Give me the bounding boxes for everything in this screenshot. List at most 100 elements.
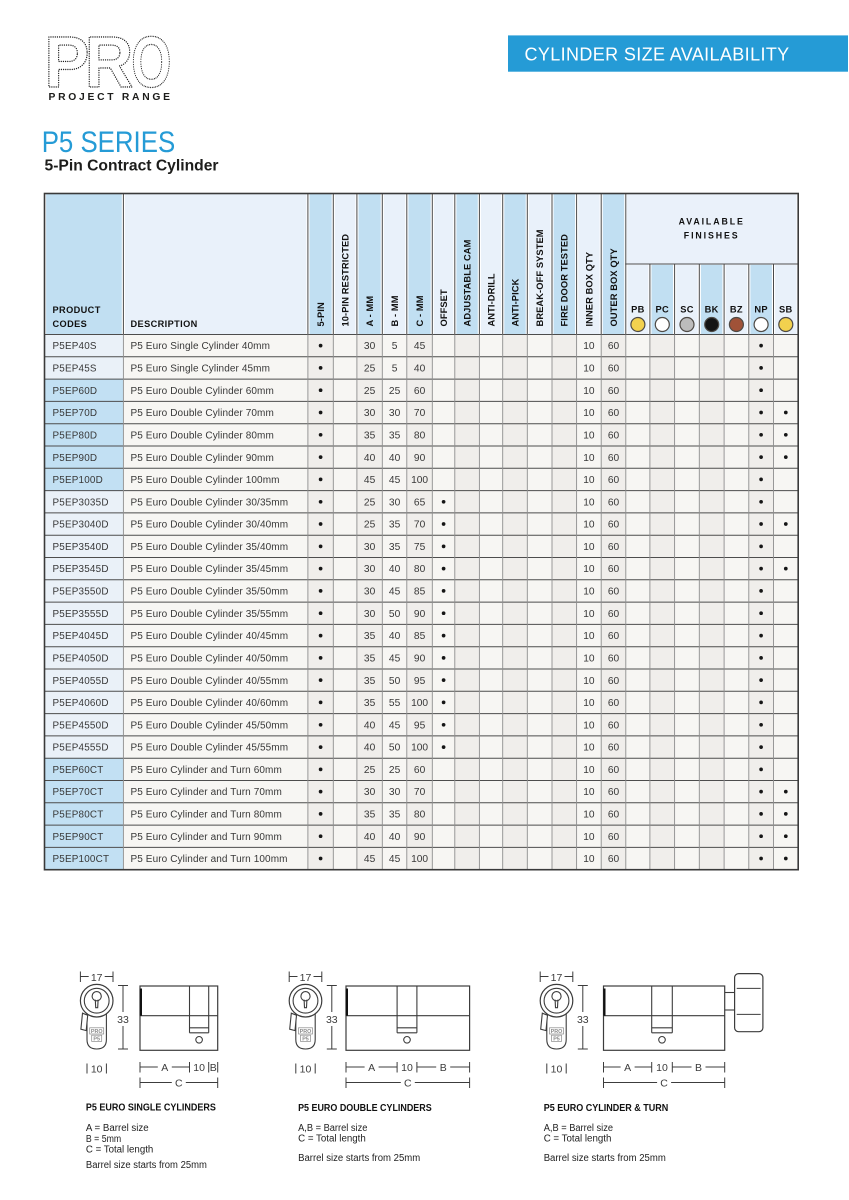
svg-text:60: 60 — [608, 587, 620, 598]
svg-text:45: 45 — [414, 341, 426, 352]
svg-text:55: 55 — [389, 698, 401, 709]
svg-text:P5EP60CT: P5EP60CT — [53, 765, 104, 776]
svg-text:B: B — [210, 1062, 217, 1074]
svg-text:P5EP4050D: P5EP4050D — [53, 654, 109, 665]
svg-text:5: 5 — [392, 341, 398, 352]
svg-text:P5EP100D: P5EP100D — [53, 475, 103, 486]
svg-text:P5EP4060D: P5EP4060D — [53, 698, 109, 709]
svg-text:70: 70 — [414, 520, 426, 531]
svg-text:60: 60 — [608, 386, 620, 397]
svg-text:P5EP70CT: P5EP70CT — [53, 787, 104, 798]
svg-text:5-PIN: 5-PIN — [316, 302, 326, 326]
svg-text:P5EP3040D: P5EP3040D — [53, 520, 109, 531]
svg-text:40: 40 — [364, 453, 376, 464]
svg-text:P5 Euro Single Cylinder 45mm: P5 Euro Single Cylinder 45mm — [131, 364, 271, 375]
svg-text:25: 25 — [364, 497, 376, 508]
svg-text:30: 30 — [389, 787, 401, 798]
svg-text:85: 85 — [414, 587, 426, 598]
svg-text:30: 30 — [364, 564, 376, 575]
svg-text:SC: SC — [680, 305, 694, 315]
svg-text:PRO: PRO — [551, 1029, 563, 1035]
svg-text:17: 17 — [91, 972, 103, 984]
svg-text:5-Pin Contract Cylinder: 5-Pin Contract Cylinder — [45, 157, 219, 174]
svg-text:35: 35 — [364, 430, 376, 441]
svg-text:10: 10 — [401, 1062, 413, 1074]
svg-text:Barrel size starts from 25mm: Barrel size starts from 25mm — [86, 1160, 207, 1171]
svg-text:17: 17 — [551, 972, 563, 984]
svg-text:10: 10 — [583, 787, 595, 798]
svg-text:B - MM: B - MM — [390, 295, 400, 326]
svg-text:10: 10 — [551, 1063, 563, 1075]
svg-text:35: 35 — [389, 810, 401, 821]
svg-text:P5 Euro Double Cylinder 35/55m: P5 Euro Double Cylinder 35/55mm — [131, 609, 289, 620]
svg-text:10: 10 — [583, 364, 595, 375]
svg-text:25: 25 — [364, 386, 376, 397]
svg-text:10: 10 — [583, 676, 595, 687]
svg-text:C = Total length: C = Total length — [298, 1134, 366, 1145]
svg-text:BREAK-OFF SYSTEM: BREAK-OFF SYSTEM — [535, 229, 545, 326]
svg-text:35: 35 — [364, 810, 376, 821]
svg-text:P5 Euro Double Cylinder 40/55m: P5 Euro Double Cylinder 40/55mm — [131, 676, 289, 687]
svg-text:85: 85 — [414, 631, 426, 642]
svg-text:SB: SB — [779, 305, 793, 315]
svg-text:25: 25 — [364, 765, 376, 776]
svg-text:10: 10 — [583, 765, 595, 776]
svg-text:60: 60 — [608, 720, 620, 731]
svg-text:P5 Euro Double Cylinder 45/55m: P5 Euro Double Cylinder 45/55mm — [131, 743, 289, 754]
svg-text:ANTI-PICK: ANTI-PICK — [510, 278, 520, 326]
svg-text:70: 70 — [414, 408, 426, 419]
svg-text:10: 10 — [583, 564, 595, 575]
svg-text:P: P — [44, 22, 89, 103]
svg-text:30: 30 — [364, 609, 376, 620]
svg-text:100: 100 — [411, 698, 428, 709]
svg-text:10: 10 — [583, 743, 595, 754]
svg-text:60: 60 — [608, 453, 620, 464]
svg-text:P5 Euro Cylinder and Turn 60mm: P5 Euro Cylinder and Turn 60mm — [131, 765, 282, 776]
svg-text:30: 30 — [364, 341, 376, 352]
svg-text:50: 50 — [389, 609, 401, 620]
svg-text:P5EP3545D: P5EP3545D — [53, 564, 109, 575]
svg-text:10: 10 — [583, 810, 595, 821]
svg-text:C = Total length: C = Total length — [544, 1134, 612, 1145]
svg-text:30: 30 — [364, 542, 376, 553]
svg-text:60: 60 — [608, 654, 620, 665]
svg-text:P5 Euro Double Cylinder 30/35m: P5 Euro Double Cylinder 30/35mm — [131, 497, 289, 508]
svg-text:60: 60 — [608, 408, 620, 419]
svg-text:P5 Euro Double Cylinder 45/50m: P5 Euro Double Cylinder 45/50mm — [131, 720, 289, 731]
svg-text:50: 50 — [389, 676, 401, 687]
svg-text:60: 60 — [608, 631, 620, 642]
svg-text:90: 90 — [414, 654, 426, 665]
svg-text:A: A — [368, 1062, 375, 1074]
svg-text:PROJECT RANGE: PROJECT RANGE — [49, 92, 171, 103]
svg-text:ADJUSTABLE CAM: ADJUSTABLE CAM — [463, 239, 473, 326]
svg-text:P5EP3540D: P5EP3540D — [53, 542, 109, 553]
svg-text:100: 100 — [411, 854, 428, 865]
svg-text:P5 Euro Double Cylinder 90mm: P5 Euro Double Cylinder 90mm — [131, 453, 274, 464]
svg-text:30: 30 — [389, 408, 401, 419]
svg-text:45: 45 — [389, 720, 401, 731]
svg-text:60: 60 — [608, 832, 620, 843]
svg-text:C: C — [404, 1078, 412, 1090]
svg-text:P5 EURO DOUBLE CYLINDERS: P5 EURO DOUBLE CYLINDERS — [298, 1103, 432, 1114]
svg-text:OUTER BOX QTY: OUTER BOX QTY — [609, 248, 619, 327]
svg-text:NP: NP — [754, 305, 768, 315]
svg-text:P5EP45S: P5EP45S — [53, 364, 97, 375]
svg-text:DESCRIPTION: DESCRIPTION — [131, 319, 198, 329]
svg-text:AVAILABLE: AVAILABLE — [679, 217, 745, 227]
svg-text:80: 80 — [414, 564, 426, 575]
svg-text:CODES: CODES — [53, 319, 88, 329]
svg-text:40: 40 — [414, 364, 426, 375]
svg-text:ANTI-DRILL: ANTI-DRILL — [486, 273, 496, 326]
svg-text:B = 5mm: B = 5mm — [86, 1134, 121, 1145]
svg-text:P5 Euro Double Cylinder 40/45m: P5 Euro Double Cylinder 40/45mm — [131, 631, 289, 642]
svg-text:35: 35 — [389, 542, 401, 553]
svg-text:60: 60 — [608, 520, 620, 531]
svg-text:10: 10 — [656, 1062, 668, 1074]
svg-text:35: 35 — [364, 698, 376, 709]
svg-text:60: 60 — [608, 854, 620, 865]
svg-text:45: 45 — [389, 475, 401, 486]
svg-text:60: 60 — [608, 765, 620, 776]
svg-text:90: 90 — [414, 609, 426, 620]
svg-text:P5EP3555D: P5EP3555D — [53, 609, 109, 620]
svg-text:45: 45 — [389, 854, 401, 865]
